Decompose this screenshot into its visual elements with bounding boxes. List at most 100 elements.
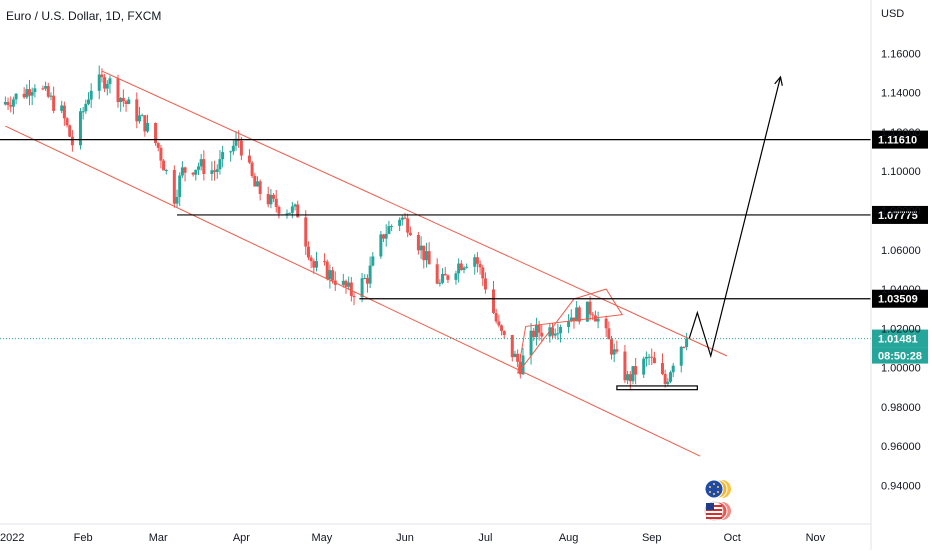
- level-label-box: [872, 130, 928, 149]
- candle-body: [556, 333, 560, 335]
- candle-body: [529, 330, 533, 356]
- candle-body: [180, 167, 184, 176]
- candle-body: [660, 363, 664, 375]
- candle-body: [221, 152, 225, 160]
- candle-body: [462, 267, 466, 270]
- candle-body: [534, 324, 538, 338]
- level-label: 1.03509: [878, 294, 918, 306]
- candle-body: [269, 194, 273, 205]
- flag-pattern: [517, 288, 624, 374]
- candle-body: [390, 225, 394, 227]
- candle-body: [314, 261, 318, 268]
- candle-body: [459, 263, 463, 270]
- candle-body: [441, 273, 445, 283]
- current-price-box: [872, 329, 928, 348]
- candle-body: [408, 232, 412, 236]
- candle-body: [274, 198, 278, 207]
- candle-body: [277, 206, 281, 214]
- candle-body: [424, 251, 428, 261]
- candle-body: [159, 147, 163, 161]
- candle-body: [572, 317, 576, 322]
- candle-body: [368, 265, 372, 284]
- candle-body: [6, 101, 10, 106]
- chart-title: Euro / U.S. Dollar, 1D, FXCM: [6, 9, 161, 23]
- y-tick-label: 1.00000: [881, 363, 921, 375]
- candle-body: [553, 333, 557, 336]
- candle-body: [22, 93, 26, 98]
- candle-body: [306, 246, 310, 258]
- x-tick-label: Apr: [233, 532, 250, 544]
- candle-body: [162, 160, 166, 171]
- candle-body: [642, 358, 646, 375]
- candle-body: [521, 355, 525, 375]
- candle-body: [65, 118, 69, 126]
- candle-body: [500, 325, 504, 331]
- candle-body: [567, 321, 571, 327]
- candle-body: [194, 169, 198, 175]
- candle-body: [154, 122, 158, 144]
- candle-body: [513, 353, 517, 358]
- support-box: [616, 385, 698, 391]
- candle-body: [666, 381, 670, 384]
- candle-body: [518, 361, 522, 375]
- candle-body: [585, 301, 589, 322]
- candle-body: [478, 263, 482, 268]
- projection-arrowhead: [774, 75, 783, 86]
- candle-body: [669, 372, 673, 382]
- candle-body: [626, 374, 630, 381]
- level-label-box: [872, 289, 928, 308]
- y-tick-label: 1.08000: [881, 206, 921, 218]
- candle-body: [398, 219, 402, 226]
- candle-body: [62, 105, 66, 119]
- candle-body: [25, 89, 29, 98]
- candle-body: [28, 89, 32, 96]
- candle-body: [323, 261, 327, 263]
- candle-body: [612, 349, 616, 355]
- candle-body: [360, 278, 364, 298]
- candle-body: [175, 196, 179, 204]
- level-label: 1.11610: [878, 135, 917, 147]
- candle-body: [9, 105, 13, 107]
- x-tick-label: May: [311, 532, 332, 544]
- candle-body: [532, 330, 536, 338]
- candle-body: [365, 277, 369, 284]
- candle-body: [78, 111, 82, 146]
- candle-body: [127, 99, 131, 104]
- candle-body: [309, 257, 313, 262]
- candle-body: [266, 193, 270, 205]
- candle-body: [328, 270, 332, 280]
- candle-body: [178, 175, 182, 197]
- candle-body: [647, 356, 651, 358]
- candle-body: [400, 217, 404, 220]
- candle-body: [569, 317, 573, 322]
- candle-body: [156, 143, 160, 148]
- candle-body: [288, 212, 292, 214]
- candle-body: [89, 90, 93, 100]
- currency-label: USD: [881, 8, 904, 20]
- candle-body: [384, 233, 388, 239]
- x-tick-label: Nov: [806, 532, 826, 544]
- channel-lower-line: [5, 125, 701, 457]
- candle-body: [682, 346, 686, 348]
- candle-body: [293, 204, 297, 207]
- countdown-box: [872, 347, 928, 364]
- candle-body: [596, 318, 600, 322]
- candle-body: [60, 105, 64, 111]
- x-tick-label: Jul: [478, 532, 492, 544]
- candle-body: [30, 91, 34, 96]
- candle-body: [419, 245, 423, 251]
- candle-body: [52, 95, 56, 111]
- candle-body: [97, 74, 101, 91]
- candle-body: [652, 357, 656, 364]
- candle-body: [352, 295, 356, 298]
- level-label: 1.07775: [878, 210, 918, 222]
- candle-body: [258, 181, 262, 194]
- candle-body: [473, 257, 477, 267]
- candle-body: [344, 280, 348, 287]
- candle-body: [234, 138, 238, 146]
- candle-body: [438, 282, 442, 284]
- candle-body: [70, 136, 74, 146]
- candle-body: [196, 166, 200, 170]
